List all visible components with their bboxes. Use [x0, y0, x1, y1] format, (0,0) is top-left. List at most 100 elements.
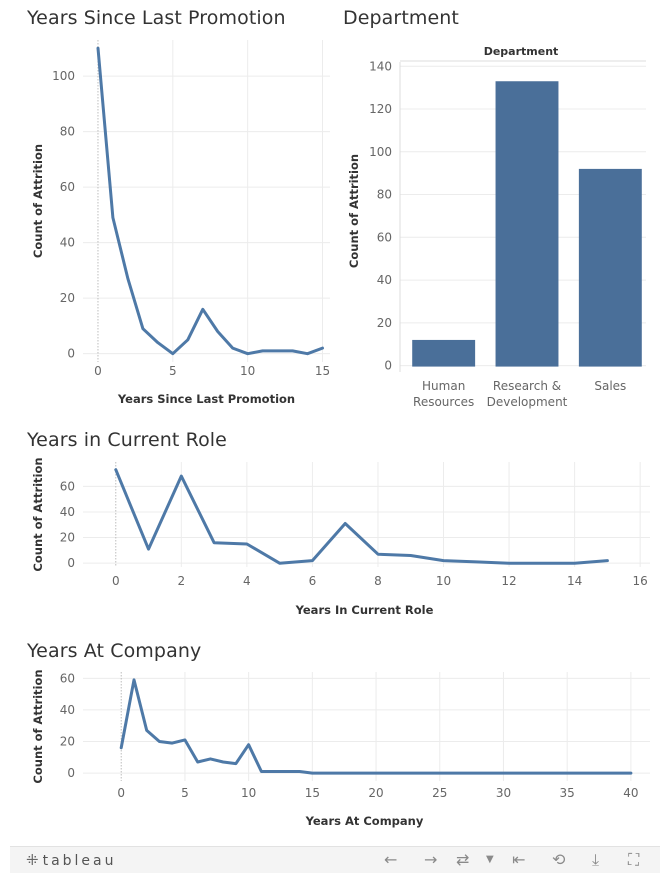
y-tick-label: 40 — [377, 273, 392, 287]
data-point — [259, 769, 264, 774]
x-tick-label: 6 — [309, 574, 317, 588]
y-tick-label: 140 — [369, 59, 392, 73]
y-tick-label: 60 — [60, 479, 75, 493]
y-axis-title: Count of Attrition — [31, 669, 45, 783]
data-point — [119, 745, 124, 750]
x-tick-label: 10 — [436, 574, 451, 588]
department-title: Department — [343, 7, 459, 29]
x-axis-title: Years At Company — [305, 814, 424, 828]
x-tick-label: 0 — [112, 574, 120, 588]
redo-icon[interactable]: → — [424, 850, 438, 869]
role-title: Years in Current Role — [27, 429, 227, 451]
y-tick-label: 60 — [377, 230, 392, 244]
data-point — [565, 771, 570, 776]
data-point — [182, 737, 187, 742]
x-tick-label: 5 — [181, 786, 189, 800]
series-line — [96, 46, 324, 356]
data-point — [437, 771, 442, 776]
y-axis-title: Count of Attrition — [347, 154, 361, 268]
data-point — [170, 741, 175, 746]
undo-icon[interactable]: ← — [384, 850, 398, 869]
revert-dropdown-icon[interactable]: ▼ — [486, 854, 494, 865]
data-point — [195, 760, 200, 765]
y-tick-label: 0 — [67, 766, 75, 780]
tableau-logo-icon: ⁜ — [26, 851, 39, 869]
data-point — [272, 769, 277, 774]
data-point — [628, 771, 633, 776]
data-point — [233, 761, 238, 766]
y-tick-label: 0 — [384, 359, 392, 373]
data-point — [374, 771, 379, 776]
bar — [495, 81, 559, 367]
y-tick-label: 40 — [60, 236, 75, 250]
x-tick-label: 0 — [94, 364, 102, 378]
series-line — [114, 468, 609, 565]
y-tick-label: 20 — [60, 735, 75, 749]
x-tick-label: 12 — [501, 574, 516, 588]
x-tick-label: 14 — [567, 574, 582, 588]
share-icon[interactable]: ⟲ — [552, 850, 566, 869]
series-line — [119, 678, 633, 775]
fullscreen-icon[interactable]: ⛶ — [628, 850, 640, 869]
y-tick-label: 120 — [369, 102, 392, 116]
download-icon[interactable]: ⤓ — [592, 850, 600, 869]
tableau-brand-text: tableau — [42, 853, 117, 869]
y-tick-label: 20 — [377, 316, 392, 330]
x-tick-label: 30 — [496, 786, 511, 800]
y-tick-label: 80 — [60, 125, 75, 139]
x-tick-label: 0 — [117, 786, 125, 800]
y-tick-label: 40 — [60, 703, 75, 717]
y-tick-label: 20 — [60, 291, 75, 305]
bar — [412, 339, 476, 367]
category-label: Human — [422, 379, 465, 393]
x-axis-title: Years In Current Role — [295, 603, 434, 617]
y-tick-label: 0 — [67, 347, 75, 361]
x-tick-label: 15 — [305, 786, 320, 800]
tableau-logo[interactable]: ⁜ tableau — [26, 851, 117, 869]
data-point — [297, 769, 302, 774]
y-tick-label: 80 — [377, 188, 392, 202]
bar — [578, 168, 642, 367]
y-tick-label: 0 — [67, 556, 75, 570]
x-tick-label: 4 — [243, 574, 251, 588]
data-point — [208, 756, 213, 761]
data-point — [310, 771, 315, 776]
y-axis-title: Count of Attrition — [31, 144, 45, 258]
x-tick-label: 8 — [374, 574, 382, 588]
promotion-line-chart[interactable]: 0 20 40 60 80 100 0 5 10 15 Years Since Last Promo… — [0, 0, 335, 420]
data-point — [501, 771, 506, 776]
data-point — [157, 739, 162, 744]
y-tick-label: 60 — [60, 671, 75, 685]
tableau-toolbar: ⁜ tableau ← → ⇄ ▼ ⇤ ⟲ ⤓ ⛶ — [10, 846, 660, 873]
company-title: Years At Company — [27, 640, 202, 662]
x-tick-label: 20 — [368, 786, 383, 800]
x-tick-label: 5 — [169, 364, 177, 378]
promotion-title: Years Since Last Promotion — [27, 7, 286, 29]
category-label: Research & — [493, 379, 561, 393]
x-tick-label: 40 — [623, 786, 638, 800]
y-axis-title: Count of Attrition — [31, 457, 45, 571]
x-tick-label: 2 — [178, 574, 186, 588]
data-point — [144, 728, 149, 733]
data-point — [284, 769, 289, 774]
data-point — [221, 760, 226, 765]
category-label: Resources — [413, 395, 474, 409]
y-tick-label: 20 — [60, 531, 75, 545]
x-tick-label: 15 — [315, 364, 330, 378]
role-line-chart[interactable]: 0 20 40 60 0 2 4 6 8 10 12 14 16 Years In Current Rol… — [0, 0, 670, 630]
x-tick-label: 10 — [240, 364, 255, 378]
data-point — [131, 677, 136, 682]
x-tick-label: 16 — [633, 574, 648, 588]
revert-icon[interactable]: ⇄ — [456, 850, 470, 869]
x-tick-label: 10 — [241, 786, 256, 800]
y-tick-label: 100 — [369, 145, 392, 159]
x-axis-title: Years Since Last Promotion — [117, 392, 295, 406]
y-tick-label: 40 — [60, 505, 75, 519]
department-header: Department — [484, 45, 559, 58]
reset-icon[interactable]: ⇤ — [512, 850, 526, 869]
data-point — [246, 742, 251, 747]
category-label: Development — [487, 395, 568, 409]
x-tick-label: 25 — [432, 786, 447, 800]
